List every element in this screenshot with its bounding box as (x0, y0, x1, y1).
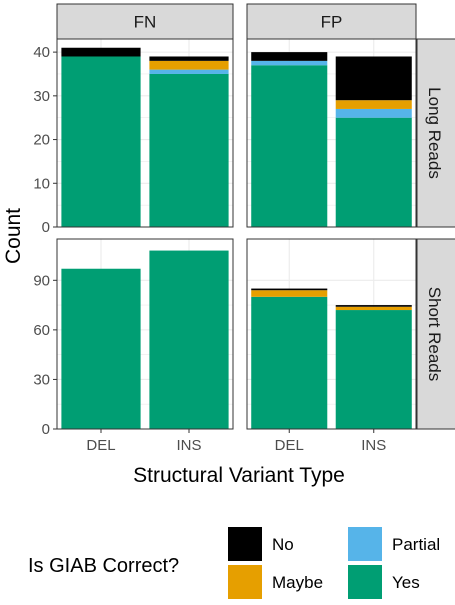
x-tick-label: INS (361, 437, 386, 454)
legend-swatch-maybe (228, 565, 262, 599)
bar-ins-partial (149, 69, 229, 74)
panel-border (246, 238, 417, 430)
panel-border (56, 238, 234, 430)
strip-label-short-reads: Short Reads (425, 287, 444, 382)
bar-ins-yes (149, 250, 229, 429)
panel-fp-short-reads (246, 238, 417, 430)
bar-del-yes (251, 296, 328, 429)
y-tick-label: 10 (33, 175, 50, 192)
legend-swatch-partial (348, 527, 382, 561)
legend-swatch-no (228, 527, 262, 561)
legend: Is GIAB Correct? No Partial Maybe Yes (28, 527, 440, 599)
x-tick-label: DEL (86, 437, 115, 454)
legend-swatch-yes (348, 565, 382, 599)
bar-del-maybe (251, 290, 328, 297)
y-tick-label: 0 (42, 421, 50, 438)
panel-fp-long-reads (246, 38, 417, 228)
bar-ins-no (335, 56, 412, 101)
panel-fn-long-reads (56, 38, 234, 228)
legend-label-yes: Yes (392, 573, 420, 592)
y-tick-label: 60 (33, 322, 50, 339)
bar-ins-no (149, 56, 229, 61)
y-tick-label: 40 (33, 44, 50, 61)
strip-long-reads (416, 38, 455, 228)
bar-ins-partial (335, 108, 412, 118)
x-tick-label: DEL (275, 437, 304, 454)
bar-ins-yes (335, 310, 412, 429)
y-tick-label: 30 (33, 371, 50, 388)
bar-ins-no (335, 305, 412, 307)
x-axis-title: Structural Variant Type (133, 464, 345, 487)
strip-label-fn: FN (134, 13, 157, 32)
bar-del-yes (61, 56, 141, 227)
legend-title: Is GIAB Correct? (28, 555, 179, 577)
y-tick-label: 20 (33, 132, 50, 149)
bar-del-no (251, 52, 328, 61)
strip-fp (246, 3, 417, 40)
bar-ins-maybe (335, 306, 412, 311)
bar-del-partial (251, 60, 328, 66)
legend-label-partial: Partial (392, 535, 440, 554)
panel-fn-short-reads (56, 238, 234, 430)
bar-ins-maybe (149, 60, 229, 70)
legend-label-maybe: Maybe (272, 573, 323, 592)
strip-label-fp: FP (321, 13, 343, 32)
y-tick-label: 0 (42, 219, 50, 236)
panel-border (246, 38, 417, 228)
strip-short-reads (416, 238, 455, 430)
bar-ins-maybe (335, 100, 412, 109)
bar-del-no (251, 288, 328, 291)
panels-layer: FN FP Long Reads Short Reads 0 10 20 30 40 0 30 60 9… (33, 3, 455, 454)
panel-border (56, 38, 234, 228)
bar-del-no (61, 47, 141, 57)
x-tick-label: INS (176, 437, 201, 454)
bar-ins-yes (149, 73, 229, 227)
bar-ins-yes (335, 117, 412, 227)
strip-label-long-reads: Long Reads (425, 87, 444, 179)
bar-del-yes (61, 268, 141, 429)
legend-label-no: No (272, 535, 294, 554)
y-tick-label: 30 (33, 88, 50, 105)
y-axis-title: Count (2, 208, 25, 264)
bar-del-yes (251, 65, 328, 227)
strip-fn (56, 3, 234, 40)
y-tick-label: 90 (33, 272, 50, 289)
